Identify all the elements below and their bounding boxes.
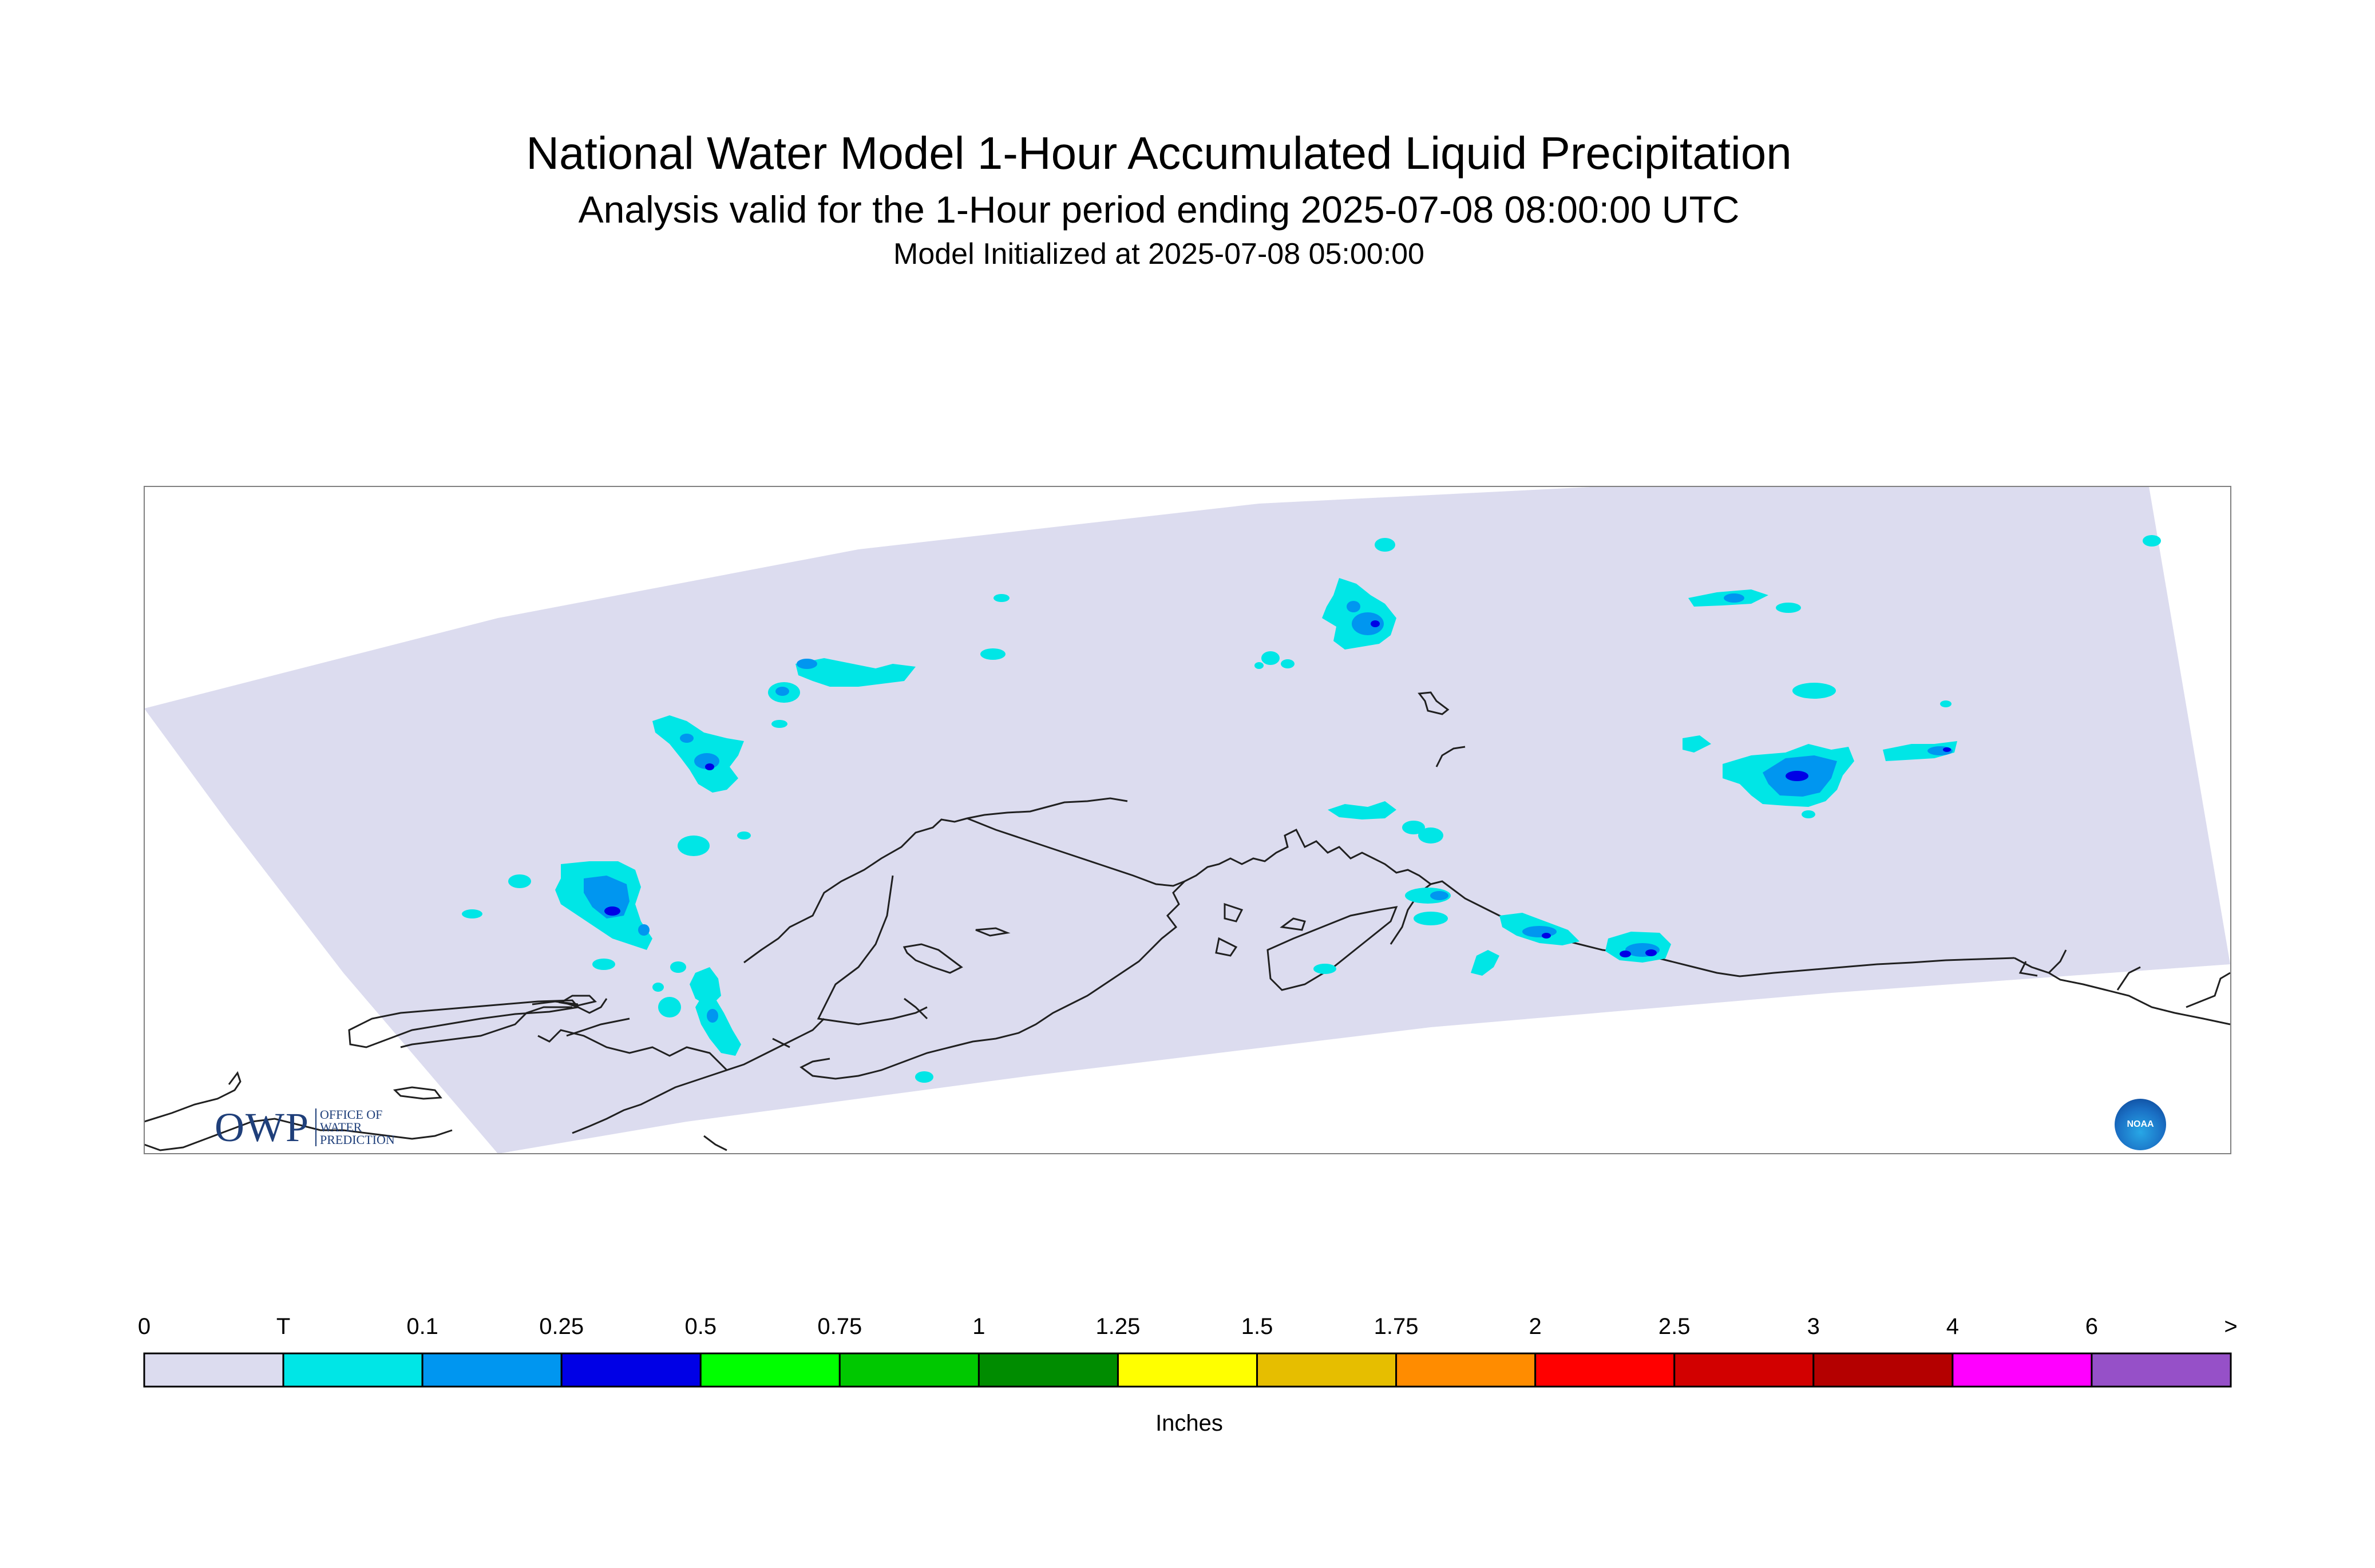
legend-swatch [838, 1352, 980, 1388]
legend-swatch [1256, 1352, 1398, 1388]
legend-swatch [1117, 1352, 1258, 1388]
legend-tick-label: 4 [1946, 1314, 1959, 1339]
precip-0-25-cells [604, 620, 1951, 957]
model-domain [144, 486, 2230, 1154]
legend-tick-label: 0 [137, 1314, 151, 1339]
legend-swatch [1395, 1352, 1537, 1388]
legend-tick-label: 0.75 [817, 1314, 862, 1339]
owp-logo: OWP OFFICE OF WATER PREDICTION [215, 1104, 395, 1150]
legend-swatch [1534, 1352, 1676, 1388]
map-frame [144, 486, 2231, 1154]
legend-tick-label: > [2224, 1314, 2238, 1339]
legend-tick-label: 1.5 [1241, 1314, 1273, 1339]
legend-tick-label: T [276, 1314, 291, 1339]
legend-tick-label: 0.25 [539, 1314, 584, 1339]
legend-tick-label: 6 [2085, 1314, 2099, 1339]
legend-tick-label: 1.75 [1373, 1314, 1419, 1339]
legend-tick-label: 2.5 [1658, 1314, 1691, 1339]
legend-tick-label: 3 [1807, 1314, 1820, 1339]
noaa-logo: NOAA [2115, 1099, 2166, 1150]
legend-swatch [143, 1352, 284, 1388]
owp-logo-text: OFFICE OF WATER PREDICTION [315, 1108, 395, 1146]
map-subtitle: Analysis valid for the 1-Hour period end… [578, 188, 1740, 231]
map-title: National Water Model 1-Hour Accumulated … [526, 128, 1792, 179]
legend-units-label: Inches [1155, 1411, 1223, 1436]
legend-tick-label: 0.1 [406, 1314, 438, 1339]
legend-tick-label: 2 [1529, 1314, 1542, 1339]
legend-swatch [421, 1352, 563, 1388]
legend-swatch [1812, 1352, 1954, 1388]
model-init-text: Model Initialized at 2025-07-08 05:00:00 [893, 237, 1424, 271]
legend-swatch [2091, 1352, 2232, 1388]
legend-tick-label: 1 [972, 1314, 985, 1339]
coastlines [144, 691, 2231, 1151]
legend-swatch [699, 1352, 841, 1388]
legend-swatch [1673, 1352, 1815, 1388]
legend-tick-label: 0.5 [684, 1314, 717, 1339]
legend-swatch [977, 1352, 1119, 1388]
legend-swatch [560, 1352, 702, 1388]
owp-logo-letters: OWP [215, 1104, 310, 1150]
legend-tick-label: 1.25 [1095, 1314, 1141, 1339]
legend-colorbar [143, 1352, 2232, 1388]
legend-swatch [1952, 1352, 2093, 1388]
legend-swatch [282, 1352, 423, 1388]
